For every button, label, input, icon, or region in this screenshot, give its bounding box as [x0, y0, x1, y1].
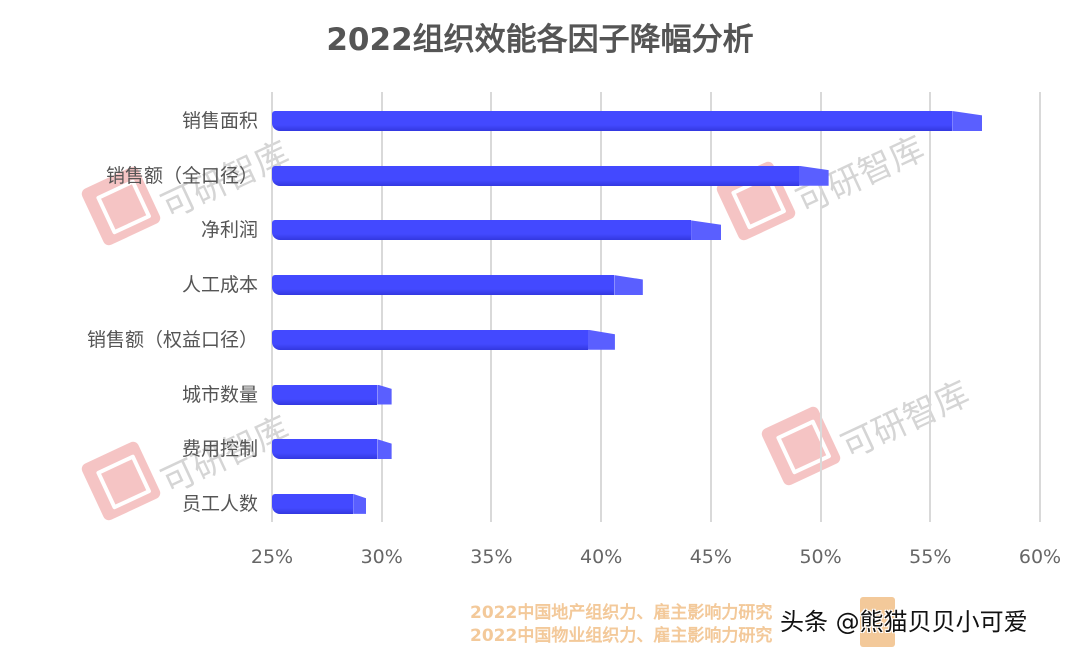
y-category-label: 员工人数 — [181, 492, 258, 515]
bar-3d-cap — [798, 165, 829, 186]
bar — [272, 329, 618, 350]
gridline — [380, 92, 383, 522]
y-category-label: 费用控制 — [181, 438, 258, 461]
gridline — [600, 92, 603, 522]
bar-front — [272, 493, 354, 514]
bar-front — [272, 329, 588, 350]
bar — [272, 439, 407, 460]
bar — [272, 165, 829, 186]
footer-line-2: 2022中国物业组织力、雇主影响力研究 — [470, 626, 773, 646]
bar — [272, 493, 383, 514]
gridline — [709, 92, 712, 522]
bar-3d-cap — [353, 493, 367, 514]
x-tick-label: 25% — [250, 546, 294, 568]
x-tick-label: 55% — [909, 546, 952, 568]
bar-front — [272, 439, 378, 460]
bar — [272, 111, 983, 131]
footer-line-1: 2022中国地产组织力、雇主影响力研究 — [470, 603, 773, 623]
gridline — [490, 92, 493, 522]
bar-front — [272, 275, 615, 296]
bar-3d-cap — [952, 111, 983, 131]
x-tick-label: 45% — [689, 546, 732, 568]
bar-3d-cap — [587, 329, 615, 350]
bar-front — [272, 220, 692, 241]
bar-front — [272, 165, 799, 186]
y-category-label: 销售额（权益口径） — [86, 328, 258, 351]
attribution-watermark: 头条 @熊猫贝贝小可爱 — [780, 608, 1028, 636]
y-category-label: 销售面积 — [181, 110, 258, 132]
bar — [272, 384, 407, 405]
y-category-label: 销售额（全口径） — [105, 164, 258, 187]
y-category-label: 城市数量 — [181, 383, 258, 406]
gridline — [819, 92, 822, 522]
bar — [272, 275, 644, 296]
x-tick-label: 50% — [799, 546, 842, 568]
x-tick-label: 40% — [580, 546, 623, 568]
gridline — [1039, 92, 1041, 522]
footer-logo-icon — [860, 597, 895, 647]
chart-title: 2022组织效能各因子降幅分析 — [326, 22, 754, 58]
y-category-label: 净利润 — [200, 219, 258, 242]
bar — [272, 220, 722, 241]
gridline — [929, 92, 932, 522]
plot-area — [271, 92, 1041, 522]
x-tick-label: 30% — [360, 546, 403, 568]
x-tick-label: 35% — [470, 546, 513, 568]
bar-3d-cap — [377, 384, 392, 405]
bar-front — [272, 111, 953, 131]
bar-3d-cap — [377, 439, 392, 460]
bar-front — [272, 384, 378, 405]
bar-3d-cap — [614, 275, 643, 296]
watermark-logo-icon — [79, 439, 163, 523]
gridline — [271, 92, 273, 522]
y-category-label: 人工成本 — [181, 274, 258, 297]
x-tick-label: 60% — [1018, 546, 1062, 568]
bar-3d-cap — [691, 220, 722, 241]
